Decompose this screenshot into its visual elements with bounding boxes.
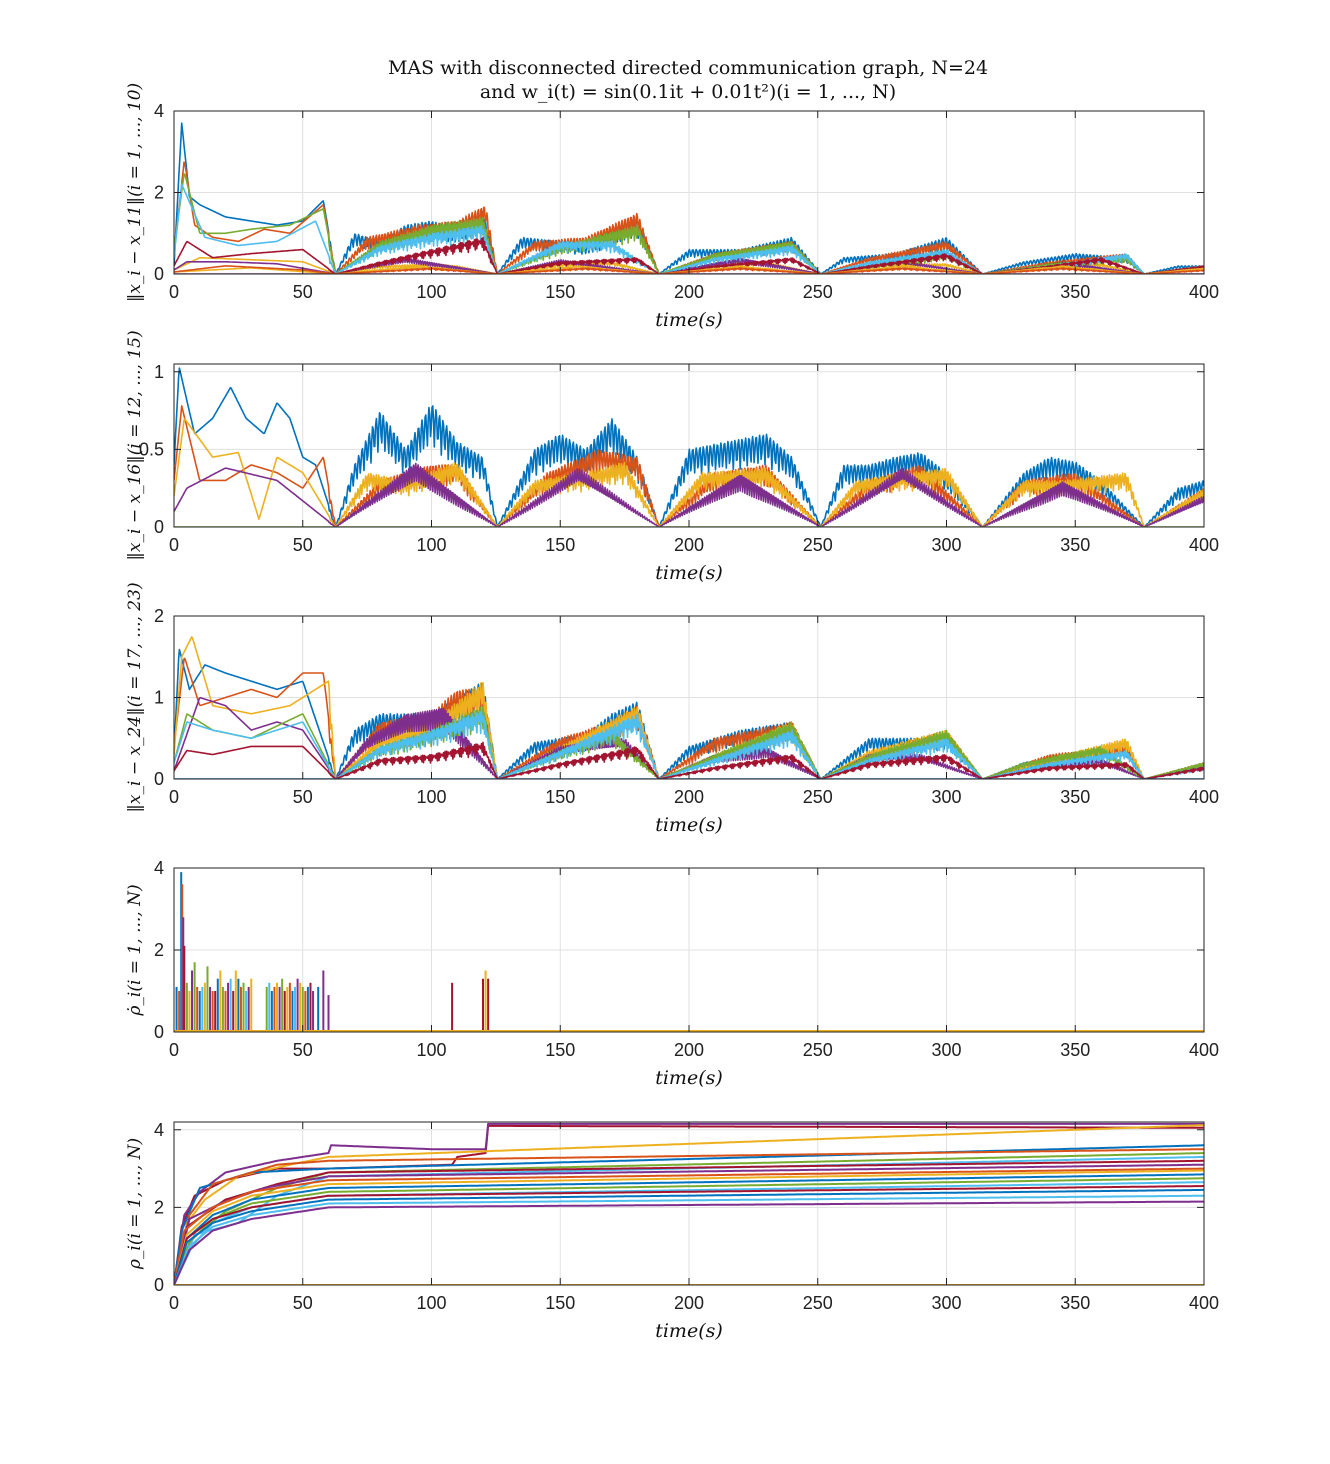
series-line <box>174 1169 1204 1285</box>
y-tick-label: 4 <box>154 101 164 121</box>
x-tick-label: 350 <box>1060 1293 1090 1313</box>
chart-panel-5: 0 50 100 150 200 250 300 350 400 0 2 4 time(s) ρ_i(i … <box>125 1120 1219 1342</box>
y-axis-label: ρ̇_i(i = 1, ..., N) <box>125 884 145 1016</box>
x-tick-label: 0 <box>169 1040 179 1060</box>
x-tick-label: 300 <box>931 282 961 302</box>
x-tick-label: 400 <box>1189 1293 1219 1313</box>
y-tick-label: 0 <box>154 517 164 537</box>
y-tick-label: 4 <box>154 1120 164 1140</box>
x-tick-label: 200 <box>674 1293 704 1313</box>
x-tick-label: 300 <box>931 1293 961 1313</box>
chart-panel-3: 0 50 100 150 200 250 300 350 400 0 1 2 time(s) ‖x_i −… <box>125 582 1219 836</box>
series-line <box>174 1173 1204 1285</box>
y-axis-label: ρ_i(i = 1, ..., N) <box>125 1138 145 1270</box>
series-line <box>174 710 1204 779</box>
plot-marks <box>174 1122 1204 1285</box>
x-tick-label: 100 <box>416 1040 446 1060</box>
series-line <box>174 1177 1204 1285</box>
x-tick-label: 350 <box>1060 535 1090 555</box>
y-tick-label: 2 <box>154 606 164 626</box>
series-line <box>174 1163 1204 1285</box>
x-axis-label: time(s) <box>655 309 723 331</box>
x-tick-label: 100 <box>416 1293 446 1313</box>
x-tick-label: 300 <box>931 1040 961 1060</box>
x-tick-label: 100 <box>416 535 446 555</box>
x-tick-label: 50 <box>293 1293 313 1313</box>
figure-title-line-2: and w_i(t) = sin(0.1it + 0.01t²)(i = 1, … <box>480 81 896 103</box>
y-tick-label: 0 <box>154 264 164 284</box>
x-tick-label: 200 <box>674 535 704 555</box>
x-tick-label: 50 <box>293 1040 313 1060</box>
plot-marks <box>174 367 1204 527</box>
y-tick-label: 2 <box>154 940 164 960</box>
y-tick-label: 0 <box>154 1275 164 1295</box>
y-tick-label: 2 <box>154 1197 164 1217</box>
x-tick-label: 150 <box>545 787 575 807</box>
x-tick-label: 0 <box>169 282 179 302</box>
series-line <box>174 418 1204 527</box>
y-tick-label: 2 <box>154 183 164 203</box>
series-line <box>174 1124 1204 1285</box>
series-line <box>174 1194 1204 1285</box>
x-tick-label: 350 <box>1060 1040 1090 1060</box>
y-tick-label: 0 <box>154 769 164 789</box>
x-tick-label: 200 <box>674 787 704 807</box>
x-tick-label: 150 <box>545 1293 575 1313</box>
x-axis-label: time(s) <box>655 1067 723 1089</box>
series-line <box>174 1148 1204 1285</box>
x-tick-label: 150 <box>545 1040 575 1060</box>
x-tick-label: 250 <box>803 282 833 302</box>
x-tick-label: 300 <box>931 787 961 807</box>
chart-panel-4: 0 50 100 150 200 250 300 350 400 0 2 4 time(s) ρ̇_i(i… <box>125 858 1219 1089</box>
x-axis-label: time(s) <box>655 562 723 584</box>
x-tick-label: 0 <box>169 787 179 807</box>
series-line <box>174 1200 1204 1285</box>
x-tick-label: 400 <box>1189 535 1219 555</box>
x-tick-label: 300 <box>931 535 961 555</box>
x-axis-label: time(s) <box>655 1320 723 1342</box>
x-tick-label: 400 <box>1189 282 1219 302</box>
series-line <box>174 462 1204 527</box>
x-tick-label: 200 <box>674 1040 704 1060</box>
chart-panel-2: 0 50 100 150 200 250 300 350 400 0 0.5 1 time(s) ‖x_i… <box>125 330 1219 584</box>
y-tick-label: 1 <box>154 688 164 708</box>
y-axis-label: ‖x_i − x_24‖(i = 17, ..., 23) <box>125 582 145 812</box>
series-line <box>174 1167 1204 1285</box>
x-tick-label: 150 <box>545 282 575 302</box>
x-tick-label: 0 <box>169 535 179 555</box>
x-tick-label: 250 <box>803 1040 833 1060</box>
figure-title-line-1: MAS with disconnected directed communica… <box>388 57 988 79</box>
x-tick-label: 50 <box>293 282 313 302</box>
x-tick-label: 350 <box>1060 787 1090 807</box>
x-tick-label: 400 <box>1189 1040 1219 1060</box>
x-tick-label: 250 <box>803 787 833 807</box>
y-tick-label: 4 <box>154 858 164 878</box>
x-axis-label: time(s) <box>655 814 723 836</box>
y-tick-label: 0.5 <box>139 439 164 459</box>
plot-marks <box>174 636 1204 779</box>
x-tick-label: 50 <box>293 535 313 555</box>
series-line <box>174 1188 1204 1285</box>
x-tick-label: 250 <box>803 1293 833 1313</box>
series-line <box>174 1144 1204 1285</box>
plot-marks <box>174 872 1204 1032</box>
x-tick-label: 250 <box>803 535 833 555</box>
x-tick-label: 400 <box>1189 787 1219 807</box>
x-tick-label: 100 <box>416 282 446 302</box>
x-tick-label: 350 <box>1060 282 1090 302</box>
series-line <box>174 1159 1204 1285</box>
x-tick-label: 150 <box>545 535 575 555</box>
y-axis-label: ‖x_i − x_16‖(i = 12, ..., 15) <box>125 330 145 560</box>
y-axis-label: ‖x_i − x_11‖(i = 1, ..., 10) <box>125 83 145 302</box>
series-line <box>174 1185 1204 1285</box>
x-tick-label: 0 <box>169 1293 179 1313</box>
x-tick-label: 50 <box>293 787 313 807</box>
x-tick-label: 100 <box>416 787 446 807</box>
x-tick-label: 200 <box>674 282 704 302</box>
chart-panel-1: 0 50 100 150 200 250 300 350 400 0 2 4 time(s) ‖x_i −… <box>125 83 1219 331</box>
y-tick-label: 0 <box>154 1022 164 1042</box>
y-tick-label: 1 <box>154 362 164 382</box>
